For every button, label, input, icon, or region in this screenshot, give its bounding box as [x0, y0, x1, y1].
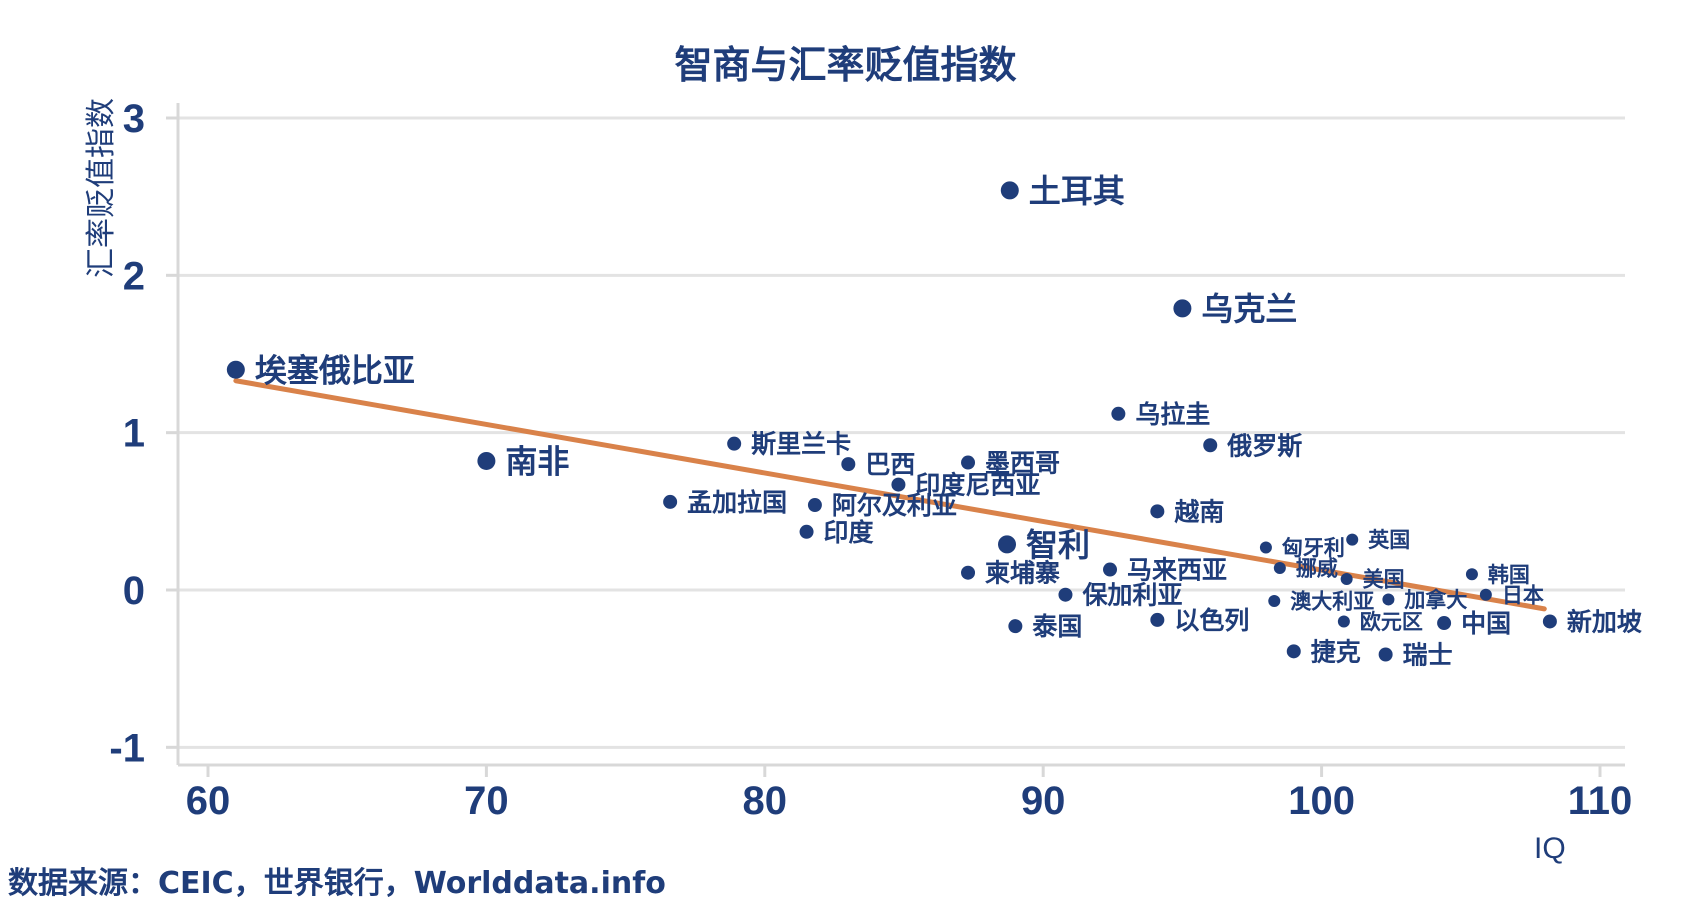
data-point	[1268, 595, 1280, 607]
data-point	[1341, 573, 1353, 585]
data-point-label: 南非	[505, 443, 569, 481]
data-point	[1382, 593, 1394, 605]
data-point	[1058, 588, 1072, 602]
data-point	[1543, 614, 1557, 628]
data-point-label: 瑞士	[1403, 641, 1453, 670]
data-point-label: 新加坡	[1567, 607, 1642, 636]
data-point-label: 泰国	[1032, 612, 1082, 641]
data-point-label: 乌克兰	[1201, 290, 1297, 328]
data-point	[891, 478, 905, 492]
data-point	[663, 495, 677, 509]
data-point-label: 日本	[1502, 583, 1544, 607]
y-tick-label: 3	[123, 97, 145, 141]
data-point-label: 土耳其	[1029, 172, 1125, 210]
x-tick-label: 100	[1288, 779, 1355, 823]
y-axis-title: 汇率贬值指数	[84, 98, 119, 278]
data-point	[477, 452, 495, 470]
data-point	[1150, 613, 1164, 627]
data-point	[1437, 616, 1451, 630]
data-point	[841, 457, 855, 471]
data-point-label: 捷克	[1311, 637, 1361, 666]
data-point-label: 俄罗斯	[1226, 431, 1302, 460]
y-tick-label: 2	[123, 254, 145, 298]
data-point	[800, 525, 814, 539]
data-point	[227, 361, 245, 379]
data-point-label: 美国	[1363, 568, 1405, 592]
data-point	[1338, 615, 1350, 627]
data-source: 数据来源：CEIC，世界银行，Worlddata.info	[8, 858, 666, 902]
data-point-label: 孟加拉国	[687, 488, 787, 517]
data-point	[1173, 299, 1191, 317]
x-tick-label: 60	[186, 779, 231, 823]
y-tick-label: -1	[109, 726, 145, 770]
data-point	[1001, 181, 1019, 199]
data-point	[1150, 504, 1164, 518]
data-point	[1203, 438, 1217, 452]
x-tick-label: 80	[743, 779, 788, 823]
y-tick-label: 0	[123, 569, 145, 613]
y-tick-label: 1	[123, 412, 145, 456]
data-point-label: 斯里兰卡	[751, 430, 851, 459]
data-point	[1260, 542, 1272, 554]
data-point-label: 乌拉圭	[1135, 400, 1210, 429]
data-point	[1008, 619, 1022, 633]
data-point	[1103, 563, 1117, 577]
data-point-label: 埃塞俄比亚	[255, 351, 415, 389]
data-point-label: 越南	[1174, 497, 1224, 526]
x-tick-label: 90	[1021, 779, 1066, 823]
data-point-label: 欧元区	[1360, 610, 1423, 634]
data-point-label: 柬埔寨	[985, 559, 1060, 588]
data-point-label: 中国	[1461, 609, 1511, 638]
data-point	[998, 535, 1016, 553]
data-point-label: 保加利亚	[1081, 581, 1182, 610]
data-point	[961, 456, 975, 470]
data-point	[1379, 648, 1393, 662]
data-point-label: 印度	[824, 518, 874, 547]
data-point-label: 挪威	[1296, 557, 1338, 581]
data-point	[727, 437, 741, 451]
data-point	[1111, 407, 1125, 421]
data-point-label: 以色列	[1174, 606, 1249, 635]
data-point-label: 加拿大	[1403, 588, 1467, 612]
data-point	[1480, 589, 1492, 601]
data-point	[1466, 568, 1478, 580]
data-point-label: 英国	[1368, 528, 1410, 552]
data-point-label: 阿尔及利亚	[832, 491, 957, 520]
x-tick-label: 70	[464, 779, 509, 823]
data-point	[1274, 562, 1286, 574]
data-point	[1346, 534, 1358, 546]
data-point-label: 巴西	[865, 450, 915, 479]
x-axis-title: IQ	[1534, 832, 1566, 865]
data-point	[961, 566, 975, 580]
x-tick-label: 110	[1568, 779, 1633, 823]
data-point	[1287, 644, 1301, 658]
data-point	[808, 498, 822, 512]
